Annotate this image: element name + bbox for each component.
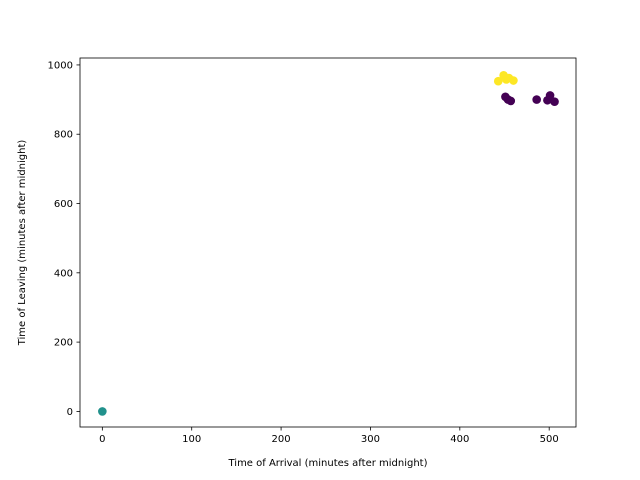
x-axis-label: Time of Arrival (minutes after midnight)	[227, 458, 427, 469]
x-tick-label: 300	[361, 434, 380, 445]
y-tick-label: 1000	[48, 60, 73, 71]
y-tick-label: 800	[54, 130, 73, 141]
x-tick-label: 0	[99, 434, 105, 445]
data-point-yellow	[493, 76, 503, 86]
data-points	[98, 71, 559, 416]
data-point-purple	[506, 96, 516, 106]
x-tick-label: 500	[540, 434, 559, 445]
data-point-purple	[532, 95, 541, 104]
data-point-purple	[550, 97, 559, 106]
y-tick-label: 0	[67, 407, 73, 418]
x-tick-label: 400	[450, 434, 469, 445]
y-tick-label: 600	[54, 199, 73, 210]
data-point-yellow	[509, 76, 518, 85]
x-axis-ticks: 0 100 200 300 400 500	[99, 427, 559, 445]
x-tick-label: 200	[272, 434, 291, 445]
y-axis-label: Time of Leaving (minutes after midnight)	[17, 140, 28, 347]
data-point-purple	[545, 91, 555, 100]
y-tick-label: 400	[54, 268, 73, 279]
plot-area	[79, 57, 577, 428]
y-axis-ticks: 0 200 400 600 800 1000	[48, 60, 80, 418]
y-tick-label: 200	[54, 338, 73, 349]
data-point-teal	[98, 407, 107, 416]
x-tick-label: 100	[182, 434, 201, 445]
